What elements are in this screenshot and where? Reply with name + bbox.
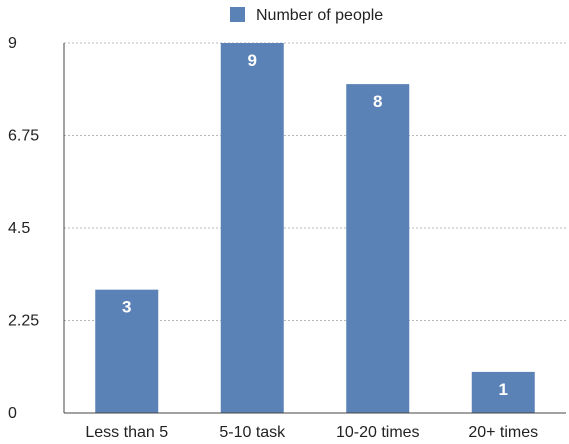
- x-tick-label: 20+ times: [468, 424, 538, 441]
- y-axis: 0 2.25 4.5 6.75 9: [8, 35, 65, 422]
- bars: 3 9 8 1: [95, 43, 535, 413]
- y-tick-label: 9: [8, 35, 17, 52]
- x-tick-label: 5-10 task: [219, 424, 286, 441]
- bar: [471, 371, 535, 413]
- y-tick-label: 6.75: [8, 128, 39, 145]
- data-label: 8: [373, 92, 382, 111]
- gridlines: [64, 42, 566, 321]
- x-tick-label: 10-20 times: [336, 424, 420, 441]
- x-axis: Less than 5 5-10 task 10-20 times 20+ times: [64, 412, 566, 441]
- y-tick-label: 4.5: [8, 220, 30, 237]
- data-label: 3: [122, 298, 131, 317]
- y-tick-label: 0: [8, 405, 17, 422]
- data-label: 1: [499, 380, 508, 399]
- y-tick-label: 2.25: [8, 313, 39, 330]
- bar: [95, 289, 159, 413]
- legend-label: Number of people: [256, 7, 383, 24]
- x-tick-label: Less than 5: [85, 424, 168, 441]
- data-label: 9: [248, 51, 257, 70]
- bar: [220, 43, 284, 413]
- bar: [346, 84, 410, 413]
- legend-swatch: [230, 7, 245, 22]
- legend: Number of people: [230, 7, 383, 24]
